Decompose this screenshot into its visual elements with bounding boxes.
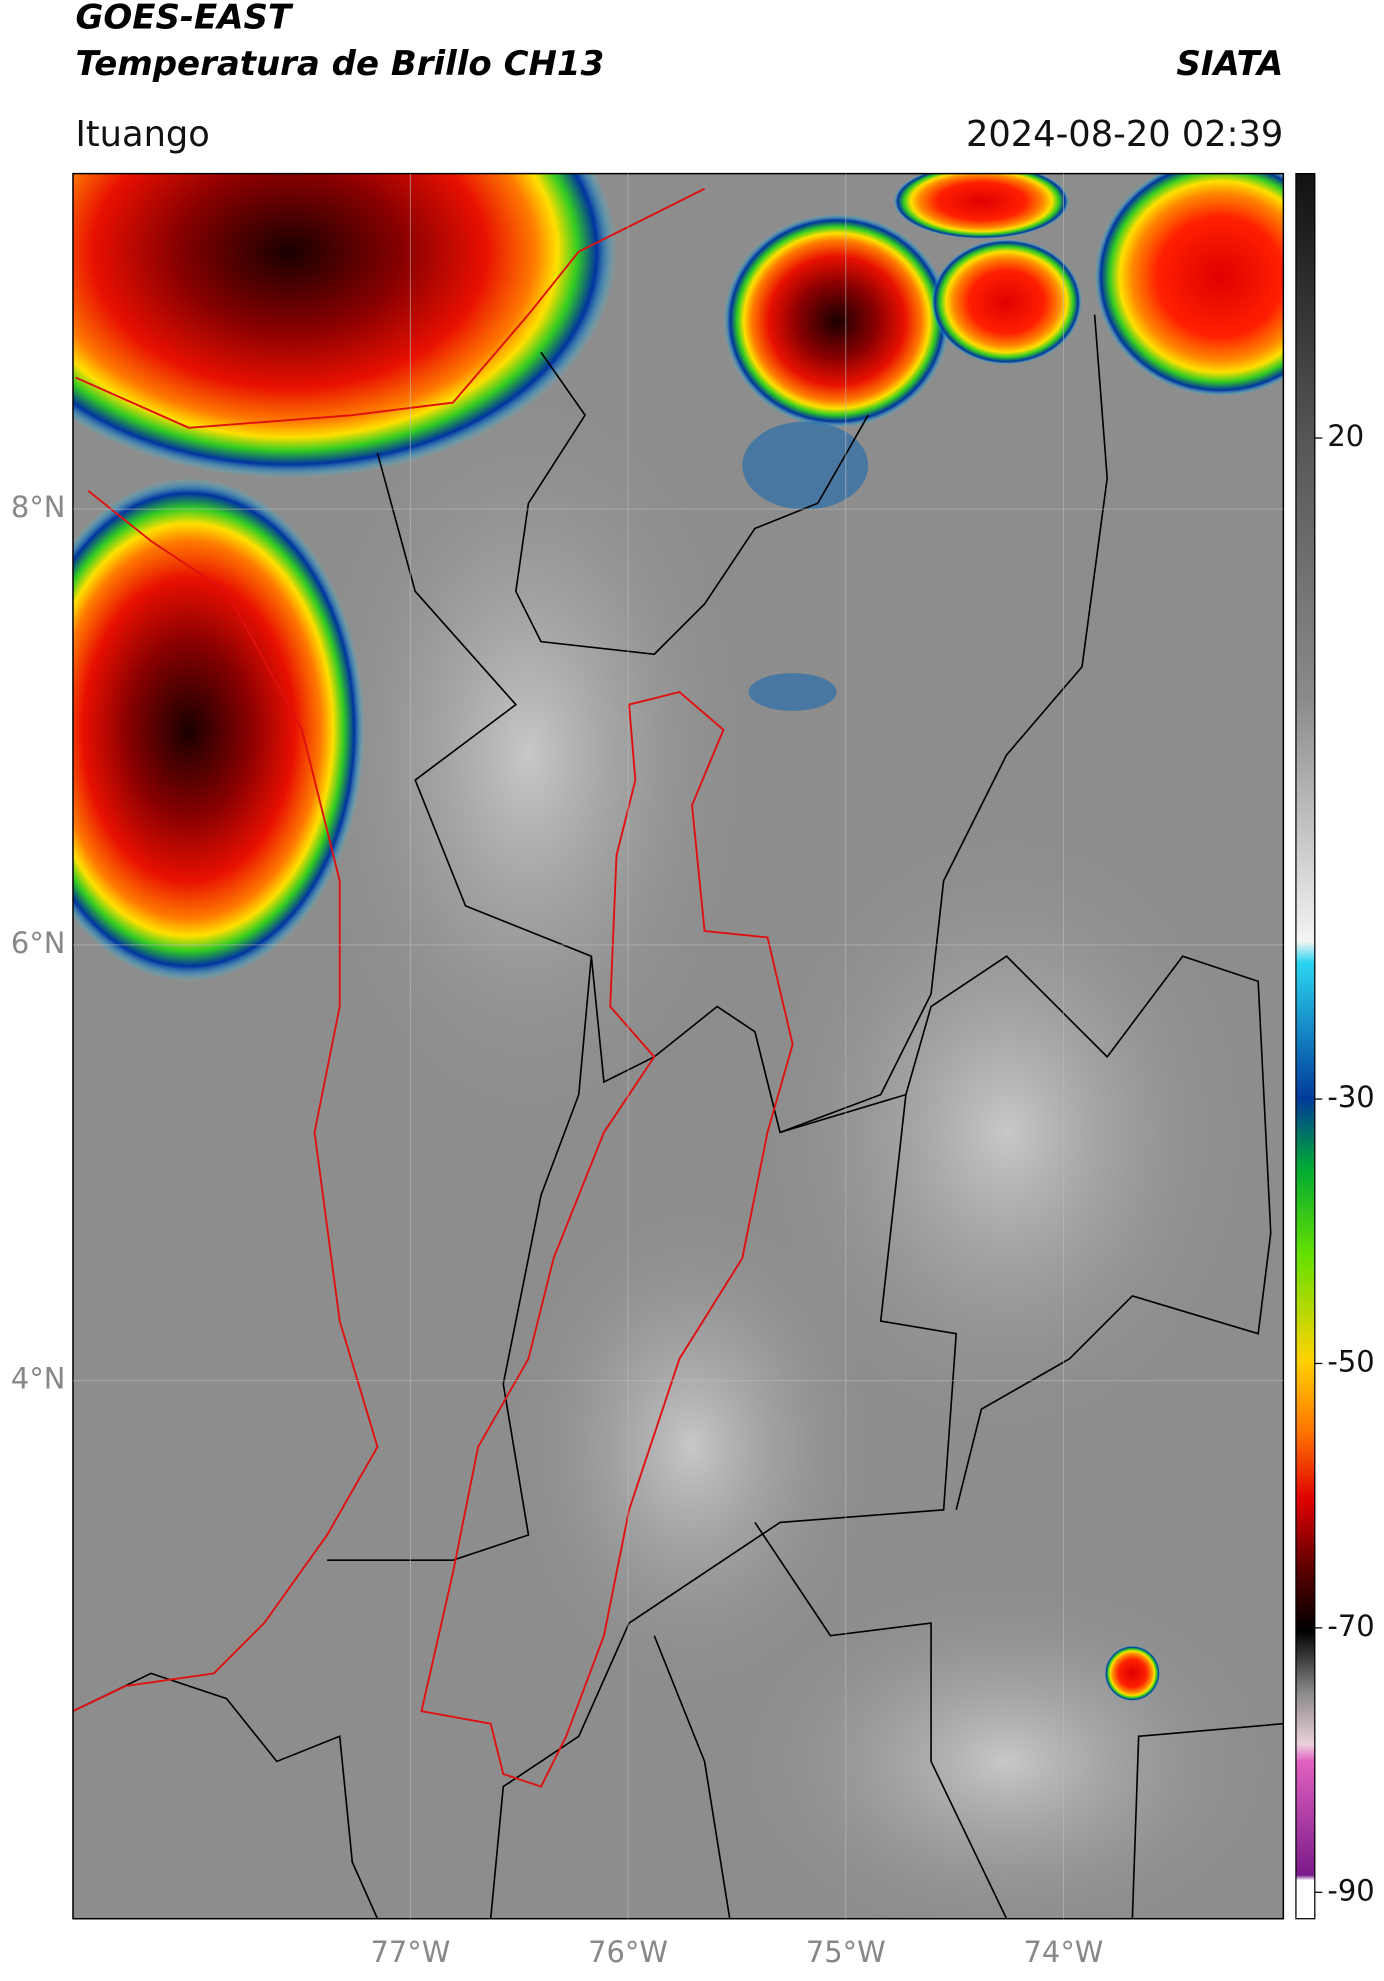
lat-tick-label: 4°N	[11, 1362, 66, 1396]
colorbar-tick-label: -30	[1327, 1080, 1374, 1114]
map-frame	[72, 172, 1285, 1920]
colorbar	[1295, 172, 1316, 1920]
colorbar-tick-label: -50	[1327, 1344, 1374, 1378]
product: Temperatura de Brillo CH13	[75, 44, 604, 84]
lon-tick-label: 76°W	[588, 1935, 668, 1969]
colorbar-tick-label: 20	[1327, 419, 1364, 453]
agency: SIATA	[1176, 44, 1283, 84]
satellite: GOES-EAST	[75, 0, 293, 37]
location: Ituango	[75, 114, 209, 155]
lat-tick-label: 6°N	[11, 926, 66, 960]
lon-tick-label: 77°W	[370, 1935, 450, 1969]
colorbar-tick-label: -90	[1327, 1873, 1374, 1907]
lat-tick-label: 8°N	[11, 490, 66, 524]
lon-tick-label: 74°W	[1024, 1935, 1104, 1969]
lon-tick-label: 75°W	[806, 1935, 886, 1969]
colorbar-tick-label: -70	[1327, 1609, 1374, 1643]
satellite-image	[72, 173, 1284, 1919]
timestamp: 2024-08-20 02:39	[966, 114, 1283, 155]
